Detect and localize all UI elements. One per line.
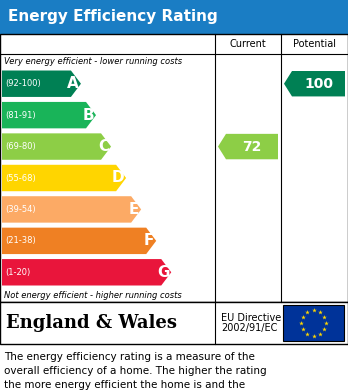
Text: (69-80): (69-80) bbox=[5, 142, 36, 151]
Polygon shape bbox=[2, 196, 141, 222]
Text: E: E bbox=[129, 202, 139, 217]
Text: Current: Current bbox=[230, 39, 266, 49]
Polygon shape bbox=[2, 259, 171, 285]
Text: D: D bbox=[111, 170, 124, 185]
Polygon shape bbox=[218, 134, 278, 159]
Bar bbox=[0, 302, 348, 344]
Text: C: C bbox=[98, 139, 109, 154]
Text: The energy efficiency rating is a measure of the: The energy efficiency rating is a measur… bbox=[4, 352, 255, 362]
Text: the more energy efficient the home is and the: the more energy efficient the home is an… bbox=[4, 380, 245, 390]
Text: G: G bbox=[157, 265, 169, 280]
Text: Very energy efficient - lower running costs: Very energy efficient - lower running co… bbox=[4, 57, 182, 66]
Polygon shape bbox=[2, 228, 156, 254]
Polygon shape bbox=[284, 71, 345, 97]
Polygon shape bbox=[2, 133, 111, 160]
Text: F: F bbox=[144, 233, 154, 248]
Bar bbox=[0, 0, 348, 34]
Text: (1-20): (1-20) bbox=[5, 268, 30, 277]
Polygon shape bbox=[2, 165, 126, 191]
Text: EU Directive: EU Directive bbox=[221, 313, 281, 323]
Text: B: B bbox=[82, 108, 94, 123]
Text: Not energy efficient - higher running costs: Not energy efficient - higher running co… bbox=[4, 291, 182, 300]
Text: England & Wales: England & Wales bbox=[6, 314, 177, 332]
Text: (39-54): (39-54) bbox=[5, 205, 35, 214]
Text: (81-91): (81-91) bbox=[5, 111, 35, 120]
Text: overall efficiency of a home. The higher the rating: overall efficiency of a home. The higher… bbox=[4, 366, 267, 376]
Text: Potential: Potential bbox=[293, 39, 336, 49]
Bar bbox=[0, 34, 348, 302]
Text: (92-100): (92-100) bbox=[5, 79, 41, 88]
Text: A: A bbox=[67, 76, 79, 91]
Text: Energy Efficiency Rating: Energy Efficiency Rating bbox=[8, 9, 218, 25]
Text: (55-68): (55-68) bbox=[5, 174, 36, 183]
Text: 100: 100 bbox=[304, 77, 333, 91]
Text: (21-38): (21-38) bbox=[5, 236, 36, 246]
Text: 72: 72 bbox=[242, 140, 262, 154]
Polygon shape bbox=[2, 102, 96, 128]
Bar bbox=[283, 305, 344, 341]
Polygon shape bbox=[2, 70, 81, 97]
Text: 2002/91/EC: 2002/91/EC bbox=[221, 323, 277, 333]
